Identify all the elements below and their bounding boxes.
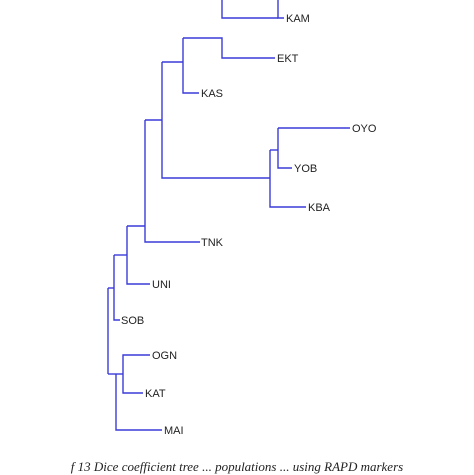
leaf-labels: KAM EKT KAS OYO YOB KBA TNK UNI SOB OGN … xyxy=(121,13,377,437)
branch-mid-node xyxy=(161,62,270,179)
branch-ogn xyxy=(122,354,150,374)
leaf-ogn: OGN xyxy=(152,350,177,362)
leaf-oyo: OYO xyxy=(352,123,377,135)
branch-ogn-kat-node xyxy=(115,374,162,431)
leaf-kam: KAM xyxy=(286,13,310,25)
tree-branches xyxy=(107,0,350,431)
leaf-kas: KAS xyxy=(201,88,223,100)
branch-kba xyxy=(269,150,306,208)
branch-tnk-leaf xyxy=(144,120,200,243)
leaf-uni: UNI xyxy=(152,279,171,291)
branch-top-clade xyxy=(221,0,278,19)
leaf-kba: KBA xyxy=(308,202,331,214)
branch-kat xyxy=(122,374,143,394)
branch-sob xyxy=(113,255,120,321)
leaf-kat: KAT xyxy=(145,388,166,400)
leaf-mai: MAI xyxy=(164,425,184,437)
leaf-ekt: EKT xyxy=(277,53,299,65)
branch-kam xyxy=(277,0,284,19)
leaf-sob: SOB xyxy=(121,315,144,327)
branch-kas-node xyxy=(182,38,199,94)
leaf-tnk: TNK xyxy=(201,237,224,249)
branch-oyo-yob xyxy=(277,128,292,169)
leaf-yob: YOB xyxy=(294,163,317,175)
branch-top-node xyxy=(183,37,275,59)
branch-uni xyxy=(126,226,150,285)
figure-caption: f 13 Dice coefficient tree ... populatio… xyxy=(70,459,404,474)
